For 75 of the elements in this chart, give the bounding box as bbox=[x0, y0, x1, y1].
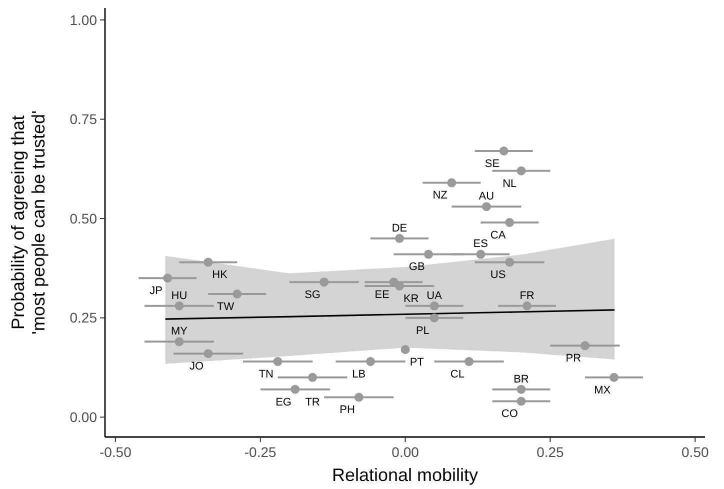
annotation: BR bbox=[514, 373, 529, 386]
annotation: CL bbox=[450, 368, 464, 380]
annotation: TN bbox=[258, 368, 274, 380]
point bbox=[522, 301, 532, 310]
annotation: FR bbox=[520, 290, 534, 302]
y-tick-label: 1.00 bbox=[70, 12, 98, 28]
point bbox=[482, 202, 491, 212]
point bbox=[464, 357, 474, 366]
annotation: NL bbox=[502, 178, 517, 190]
point bbox=[400, 345, 410, 354]
annotation: LB bbox=[352, 368, 366, 380]
annotation: MY bbox=[170, 326, 188, 338]
point bbox=[430, 313, 439, 322]
point bbox=[290, 384, 300, 394]
point bbox=[308, 372, 318, 382]
point bbox=[204, 258, 213, 267]
annotation: US bbox=[490, 269, 506, 282]
point bbox=[366, 357, 376, 366]
point bbox=[394, 234, 404, 243]
y-tick-label: 0.25 bbox=[70, 310, 98, 326]
annotation: JO bbox=[190, 360, 204, 373]
point bbox=[174, 301, 184, 310]
annotation: KR bbox=[403, 293, 419, 306]
annotation: HU bbox=[171, 290, 188, 302]
point bbox=[174, 337, 184, 346]
x-tick-label: 0.00 bbox=[392, 444, 420, 460]
annotation: DE bbox=[392, 222, 408, 234]
point bbox=[499, 146, 508, 156]
point bbox=[273, 357, 282, 366]
point bbox=[232, 290, 242, 298]
point bbox=[476, 250, 486, 259]
x-tick-label: -0.50 bbox=[99, 444, 132, 460]
annotation: AU bbox=[478, 190, 494, 203]
annotation: CO bbox=[501, 408, 518, 420]
point bbox=[204, 349, 213, 358]
point bbox=[505, 258, 514, 267]
annotation: MX bbox=[594, 384, 612, 396]
annotation: PH bbox=[340, 404, 356, 416]
y-tick-label: 0.75 bbox=[70, 111, 98, 128]
x-tick-label: 0.50 bbox=[682, 444, 709, 460]
point bbox=[505, 218, 514, 227]
annotation: PR bbox=[566, 352, 582, 365]
annotation: NZ bbox=[432, 190, 448, 202]
annotation: PT bbox=[410, 356, 424, 369]
point bbox=[516, 384, 526, 394]
point bbox=[430, 301, 439, 310]
annotation: HK bbox=[212, 269, 228, 282]
annotation: SG bbox=[304, 289, 320, 302]
annotation: SE bbox=[484, 158, 500, 170]
y-axis-title: Probability of agreeing that 'most people can be trusted' bbox=[8, 110, 49, 335]
y-tick-label: 0.50 bbox=[70, 210, 98, 226]
point bbox=[424, 250, 433, 259]
x-axis-title: Relational mobility bbox=[332, 465, 478, 485]
annotation: JP bbox=[150, 285, 162, 298]
point bbox=[516, 396, 526, 406]
annotation: TR bbox=[305, 396, 320, 408]
x-tick-label: 0.25 bbox=[536, 444, 564, 460]
line-series bbox=[164, 309, 616, 320]
annotation: EG bbox=[276, 396, 292, 408]
x-tick-label: -0.25 bbox=[244, 444, 277, 460]
annotation: CA bbox=[490, 229, 506, 242]
annotation: TW bbox=[217, 300, 235, 313]
annotation: PL bbox=[416, 324, 430, 337]
annotation: EE bbox=[374, 289, 390, 302]
point bbox=[320, 278, 329, 287]
annotation: UA bbox=[426, 290, 443, 302]
point bbox=[163, 274, 172, 283]
annotation: GB bbox=[408, 261, 425, 274]
y-tick-label: 0.00 bbox=[70, 409, 98, 426]
point bbox=[354, 392, 364, 402]
point bbox=[580, 341, 590, 350]
annotation: ES bbox=[473, 238, 488, 250]
point bbox=[516, 166, 526, 176]
point bbox=[447, 178, 456, 188]
point bbox=[609, 372, 618, 382]
